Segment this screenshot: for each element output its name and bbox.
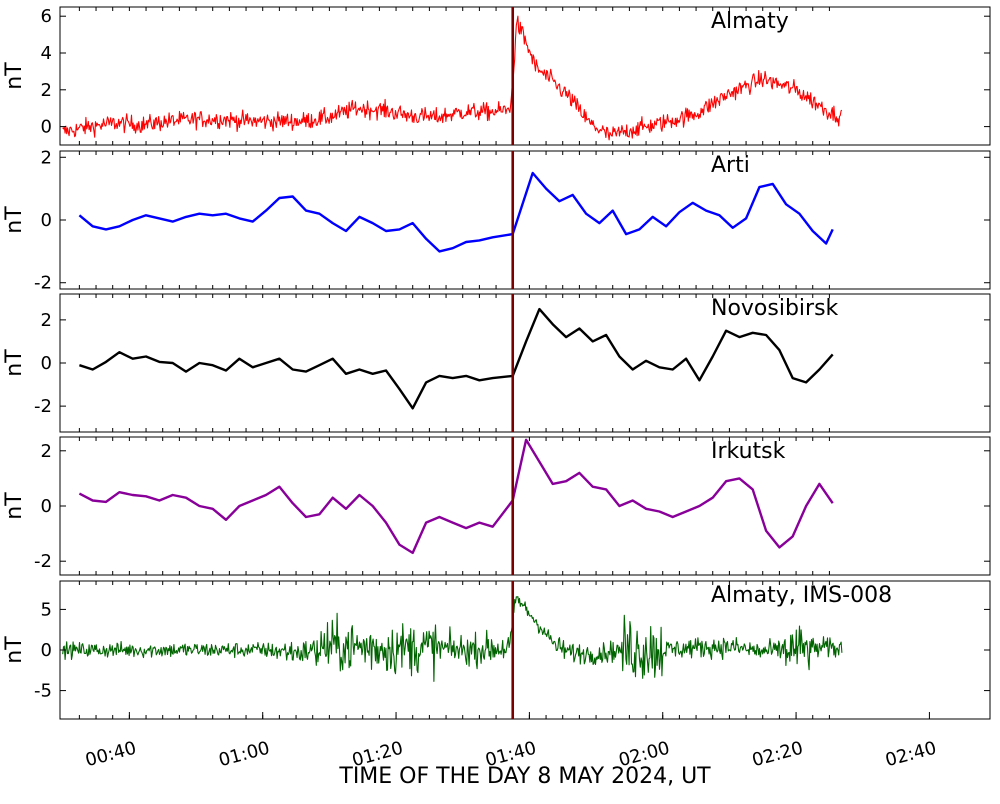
panel-4: -5 0 5 Almaty, IMS-008 nT [2, 580, 991, 720]
y-axis-label: nT [2, 206, 27, 234]
y-tick-label: -2 [34, 273, 52, 294]
series-line [78, 171, 834, 253]
y-tick-label: 4 [41, 43, 52, 64]
station-label: Novosibirsk [711, 296, 839, 321]
y-tick-label: -5 [34, 681, 52, 702]
station-label: Irkutsk [711, 439, 786, 464]
y-axis-label: nT [2, 492, 27, 520]
y-tick-label: 0 [41, 353, 52, 374]
y-tick-label: -2 [34, 551, 52, 572]
y-tick-label: 0 [41, 117, 52, 138]
station-label: Almaty, IMS-008 [711, 583, 892, 608]
y-tick-label: 0 [41, 640, 52, 661]
panel-frame [59, 6, 991, 146]
station-label: Arti [711, 153, 750, 178]
y-tick-label: 0 [41, 210, 52, 231]
x-axis-label: TIME OF THE DAY 8 MAY 2024, UT [339, 764, 711, 789]
series-line [79, 307, 834, 410]
panel-0: 0 2 4 6 Almaty nT [2, 6, 991, 146]
y-tick-label: 0 [41, 496, 52, 517]
y-tick-label: -2 [34, 396, 52, 417]
series-line [62, 15, 843, 141]
y-tick-label: 2 [41, 441, 52, 462]
y-tick-label: 2 [41, 147, 52, 168]
station-label: Almaty [711, 9, 789, 34]
y-tick-label: 6 [41, 6, 52, 27]
y-axis-label: nT [2, 636, 27, 664]
panel-frame [59, 150, 991, 290]
y-tick-label: 2 [41, 80, 52, 101]
series-line [62, 596, 843, 682]
y-tick-label: 5 [41, 599, 52, 620]
y-axis-label: nT [2, 62, 27, 90]
series-line [78, 438, 834, 555]
panel-2: -2 0 2 Novosibirsk nT [2, 293, 991, 433]
panel-1: -2 0 2 Arti nT [2, 147, 991, 294]
y-axis-label: nT [2, 349, 27, 377]
panel-3: -2 0 2 Irkutsk nT [2, 436, 991, 576]
y-tick-label: 2 [41, 310, 52, 331]
